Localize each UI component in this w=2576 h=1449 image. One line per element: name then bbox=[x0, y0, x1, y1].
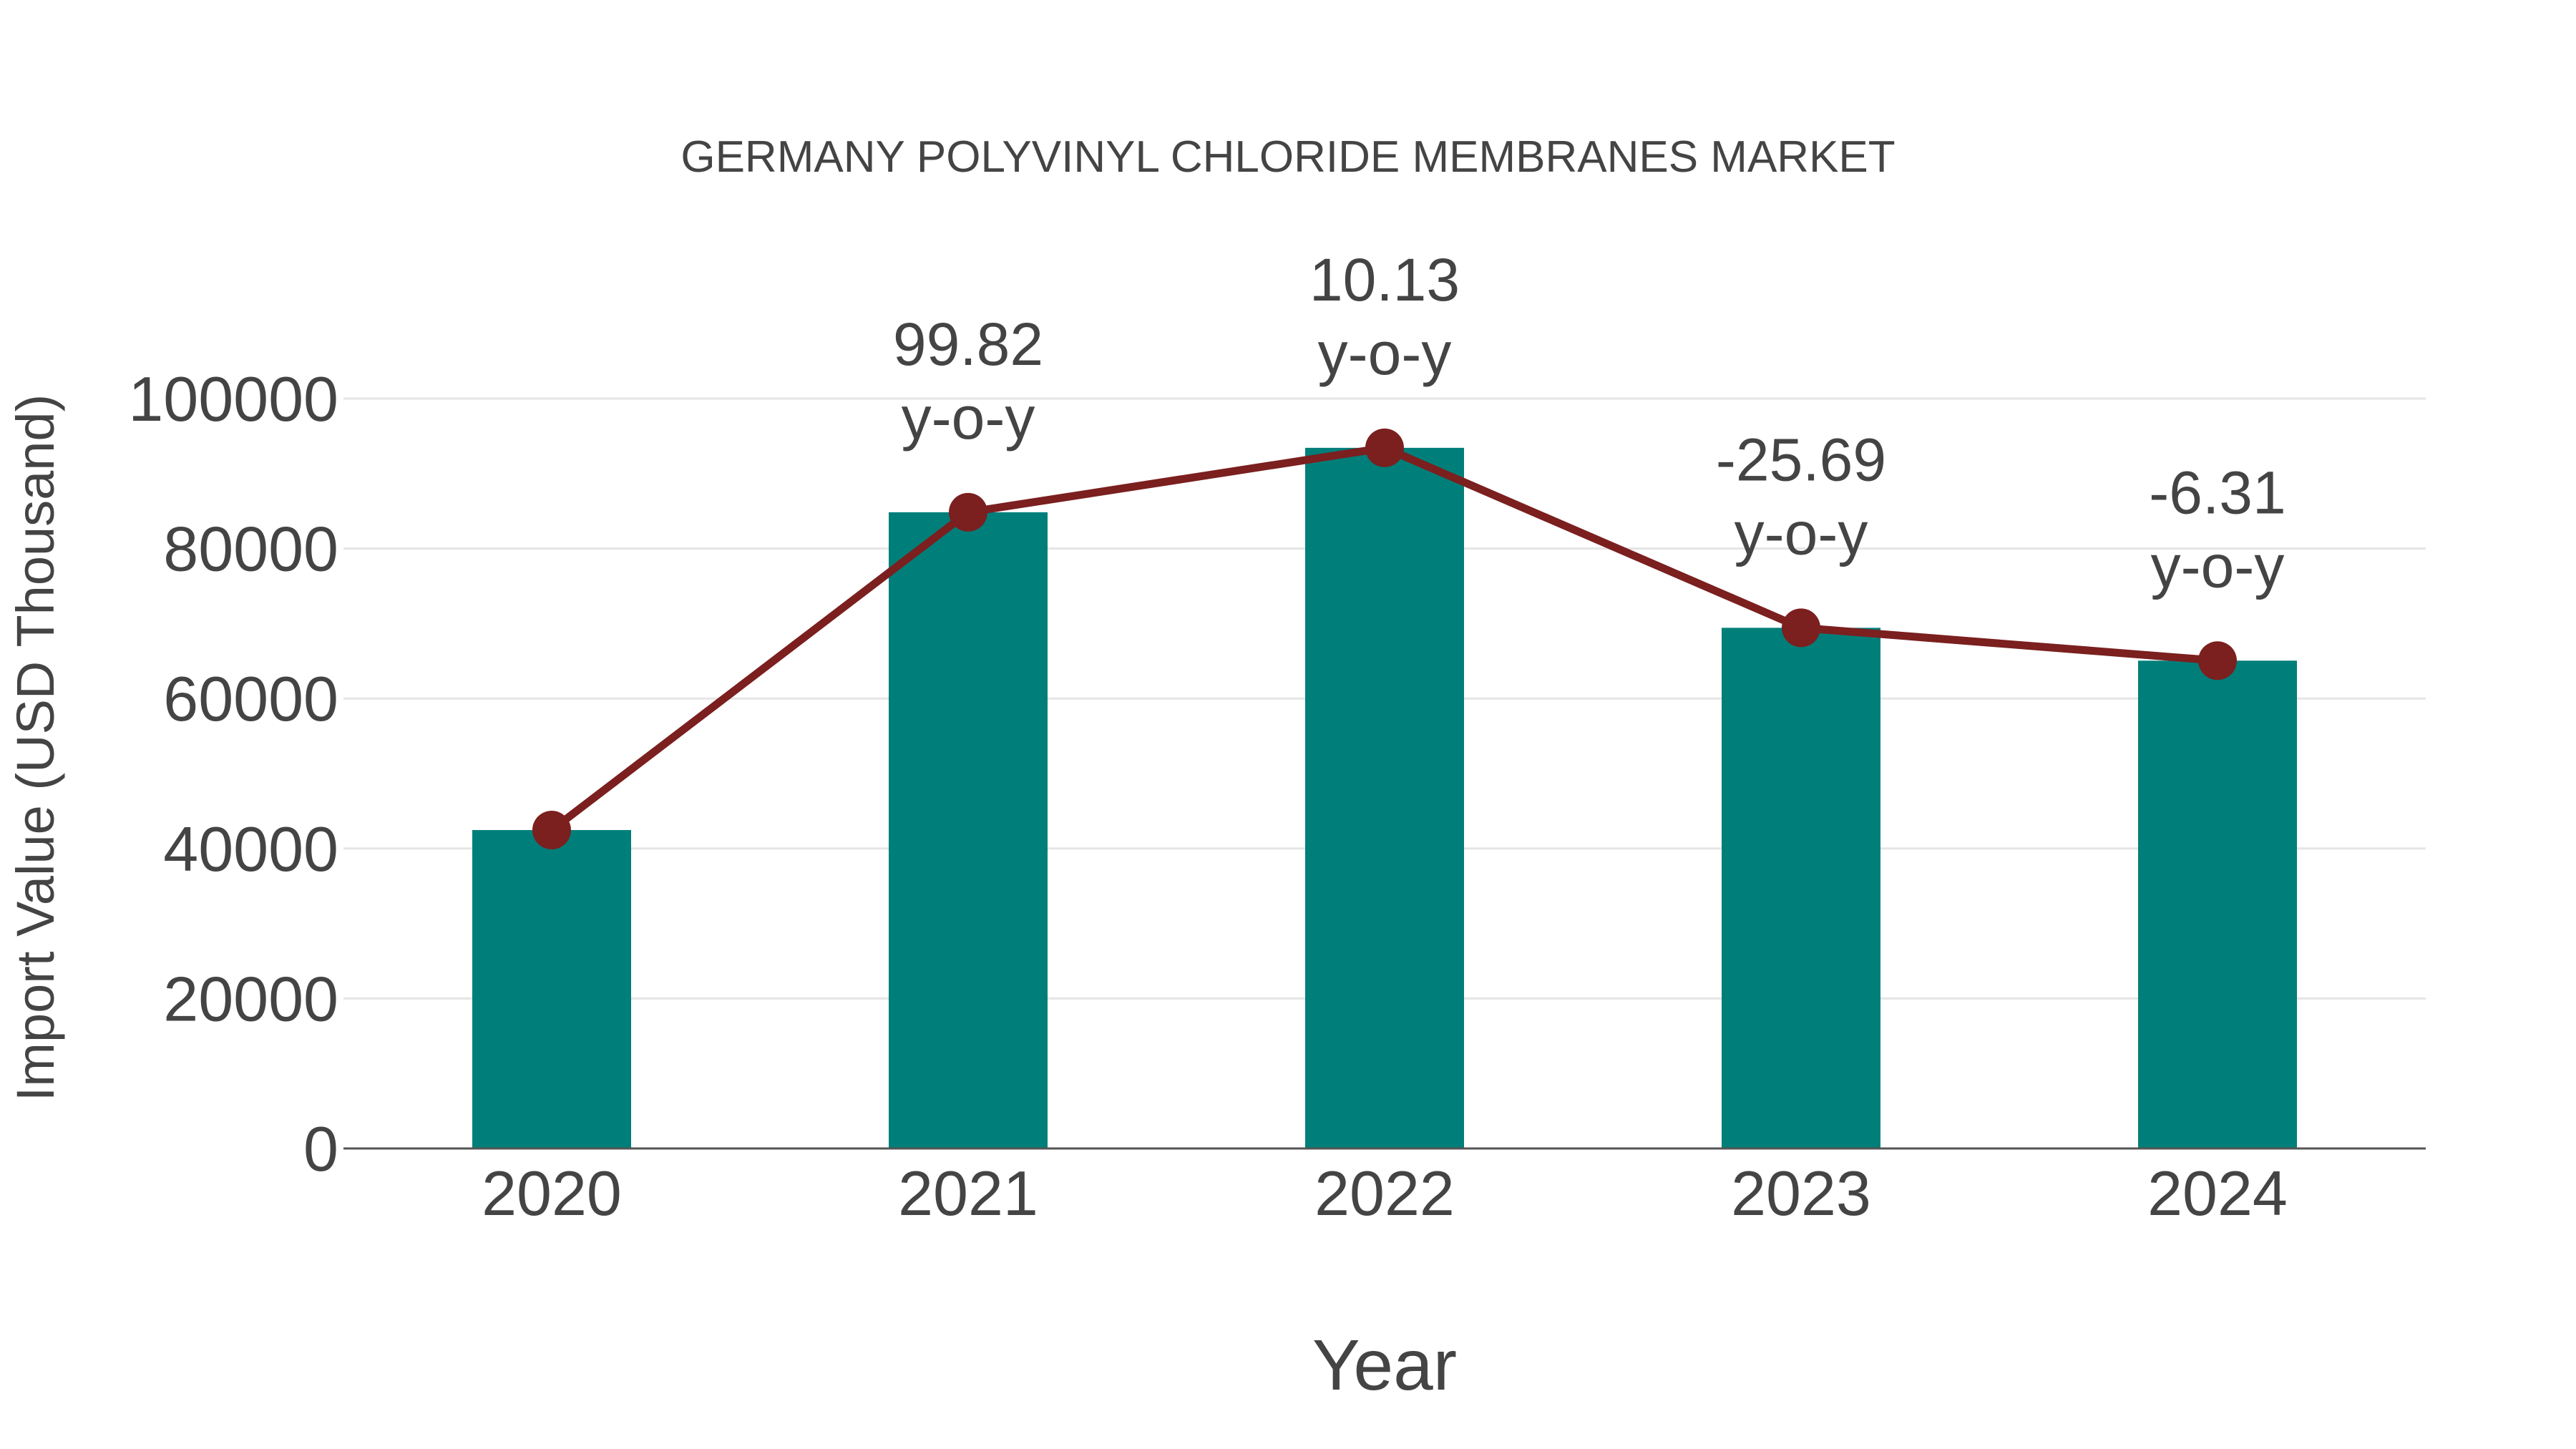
yoy-suffix: y-o-y bbox=[1318, 320, 1452, 387]
y-tick-label: 40000 bbox=[163, 814, 338, 884]
bar-2022 bbox=[1305, 447, 1464, 1148]
yoy-suffix: y-o-y bbox=[1735, 499, 1868, 567]
yoy-annotation: -25.69y-o-y bbox=[1716, 426, 1886, 567]
yoy-annotation: -6.31y-o-y bbox=[2149, 459, 2285, 600]
yoy-annotations: 99.82y-o-y10.13y-o-y-25.69y-o-y-6.31y-o-… bbox=[893, 246, 2286, 600]
bar-2021 bbox=[889, 512, 1048, 1148]
x-axis-ticks: 2020 2021 2022 2023 2024 bbox=[482, 1158, 2288, 1229]
bars bbox=[472, 447, 2297, 1148]
yoy-suffix: y-o-y bbox=[2151, 532, 2285, 600]
bar-2024 bbox=[2138, 660, 2297, 1148]
chart-title: GERMANY POLYVINYL CHLORIDE MEMBRANES MAR… bbox=[680, 132, 1895, 182]
y-tick-label: 80000 bbox=[163, 514, 338, 585]
x-tick-label: 2022 bbox=[1314, 1158, 1455, 1229]
x-tick-label: 2021 bbox=[898, 1158, 1038, 1229]
trend-marker bbox=[532, 811, 571, 850]
x-tick-label: 2023 bbox=[1731, 1158, 1871, 1229]
yoy-annotation: 10.13 y-o-y bbox=[1309, 246, 1460, 387]
trend-marker bbox=[2198, 641, 2237, 680]
yoy-value: 99.82 bbox=[893, 311, 1043, 378]
x-tick-label: 2024 bbox=[2147, 1158, 2288, 1229]
bar-2020 bbox=[472, 830, 631, 1148]
x-axis-title: Year bbox=[1312, 1325, 1457, 1405]
y-tick-label: 100000 bbox=[128, 364, 338, 434]
y-tick-label: 20000 bbox=[163, 963, 338, 1034]
trend-marker bbox=[1782, 608, 1820, 648]
trend-line bbox=[532, 428, 2237, 850]
trend-marker bbox=[1365, 428, 1404, 467]
y-axis-ticks: 0 20000 40000 60000 80000 100000 bbox=[128, 364, 338, 1184]
yoy-value: 10.13 bbox=[1309, 246, 1460, 313]
yoy-suffix: y-o-y bbox=[902, 384, 1035, 452]
yoy-value: -25.69 bbox=[1716, 426, 1886, 493]
y-axis-title: Import Value (USD Thousand) bbox=[6, 394, 65, 1102]
yoy-value: -6.31 bbox=[2149, 459, 2285, 526]
y-tick-label: 60000 bbox=[163, 663, 338, 734]
trend-marker bbox=[949, 492, 987, 532]
x-tick-label: 2020 bbox=[482, 1158, 622, 1229]
bar-2023 bbox=[1722, 628, 1880, 1148]
yoy-annotation: 99.82y-o-y bbox=[893, 311, 1043, 452]
y-tick-label: 0 bbox=[303, 1113, 338, 1184]
